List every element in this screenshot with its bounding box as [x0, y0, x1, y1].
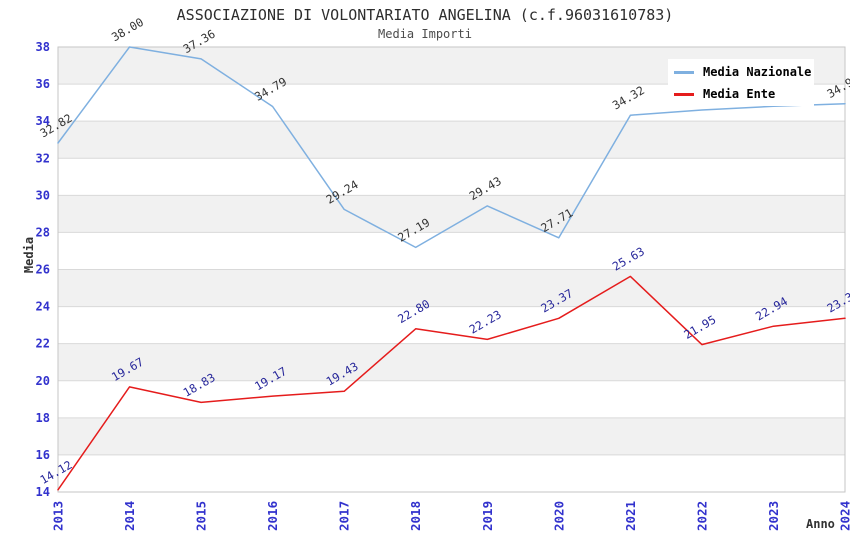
- data-point-label: 14.12: [38, 458, 75, 487]
- legend-item-media-nazionale: Media Nazionale: [674, 65, 812, 79]
- y-tick-label: 38: [36, 40, 50, 54]
- y-tick-label: 26: [36, 263, 50, 277]
- media-nazionale-line-swatch: [674, 70, 694, 74]
- plot-band: [58, 269, 845, 307]
- legend: Media Nazionale Media Ente: [668, 59, 814, 106]
- legend-item-media-ente: Media Ente: [674, 87, 808, 101]
- y-tick-label: 32: [36, 151, 50, 165]
- x-tick-label: 2018: [408, 501, 423, 531]
- chart-subtitle: Media Importi: [378, 27, 472, 41]
- y-tick-label: 36: [36, 77, 50, 91]
- plot-border: [57, 46, 846, 493]
- x-tick-label: 2021: [623, 501, 638, 531]
- y-tick-label: 34: [36, 114, 50, 128]
- plot-band: [58, 121, 845, 159]
- y-tick-label: 16: [36, 448, 50, 462]
- y-tick-label: 18: [36, 411, 50, 425]
- y-tick-label: 22: [36, 337, 50, 351]
- x-tick-label: 2023: [766, 501, 781, 531]
- data-point-label: 22.23: [467, 307, 504, 336]
- x-tick-label: 2022: [694, 501, 709, 531]
- data-point-label: 38.00: [109, 15, 146, 44]
- x-tick-label: 2020: [551, 501, 566, 531]
- y-tick-label: 14: [36, 485, 50, 499]
- series-line-media-nazionale: [57, 46, 846, 249]
- plot-band: [58, 417, 845, 455]
- media-ente-line-swatch: [674, 92, 694, 96]
- plot-band: [58, 343, 845, 381]
- y-axis-title: Media: [22, 236, 36, 274]
- x-tick-label: 2017: [337, 501, 352, 531]
- x-tick-label: 2014: [122, 501, 137, 531]
- x-tick-label: 2015: [194, 501, 209, 531]
- y-tick-label: 28: [36, 225, 50, 239]
- legend-label-media-nazionale: Media Nazionale: [703, 65, 812, 79]
- x-tick-label: 2019: [480, 501, 495, 531]
- x-tick-label: 2024: [838, 501, 850, 531]
- x-tick-label: 2016: [265, 501, 280, 531]
- y-tick-label: 20: [36, 374, 50, 388]
- chart-title: ASSOCIAZIONE DI VOLONTARIATO ANGELINA (c…: [176, 6, 674, 24]
- series-line-media-ente: [57, 275, 846, 491]
- y-tick-label: 30: [36, 188, 50, 202]
- x-tick-label: 2013: [51, 501, 66, 531]
- x-axis-title: Anno: [806, 517, 835, 531]
- data-point-label: 21.95: [681, 312, 718, 341]
- y-tick-label: 24: [36, 300, 50, 314]
- legend-label-media-ente: Media Ente: [703, 87, 776, 101]
- data-point-label: 34.32: [610, 83, 647, 112]
